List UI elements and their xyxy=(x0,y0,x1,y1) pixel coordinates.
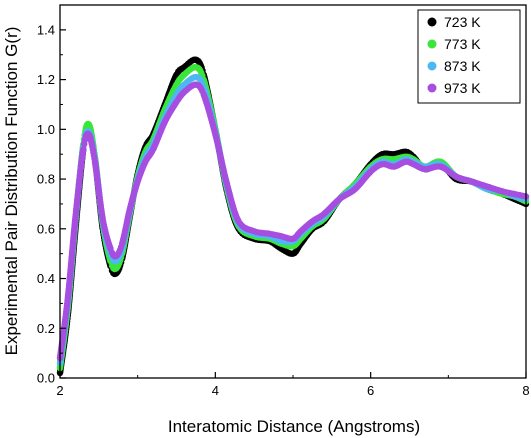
legend-marker-873k xyxy=(427,61,437,71)
legend-label-873k: 873 K xyxy=(444,58,481,74)
legend-item-973k: 973 K xyxy=(427,80,481,96)
legend-marker-973k xyxy=(427,83,437,93)
x-tick-label: 2 xyxy=(56,383,63,398)
y-tick-label: 0.0 xyxy=(37,371,55,386)
series-layer xyxy=(56,56,530,377)
y-tick-label: 0.8 xyxy=(37,172,55,187)
y-tick-label: 1.0 xyxy=(37,122,55,137)
legend-item-773k: 773 K xyxy=(427,36,481,52)
data-point xyxy=(80,146,87,153)
y-tick-label: 0.4 xyxy=(37,271,55,286)
y-tick-label: 0.6 xyxy=(37,221,55,236)
legend: 723 K 773 K 873 K 973 K xyxy=(417,9,521,104)
ticks-layer: 2 4 6 8 0.0 0.2 0.4 0.6 0.8 1.0 1.2 1.4 xyxy=(37,4,530,398)
legend-marker-773k xyxy=(427,39,437,49)
y-axis-title: Experimental Pair Distribution Function … xyxy=(2,27,21,356)
legend-label-773k: 773 K xyxy=(444,36,481,52)
series-973k xyxy=(56,81,530,362)
legend-item-723k: 723 K xyxy=(427,14,481,30)
legend-marker-723k xyxy=(427,17,437,27)
x-tick-label: 6 xyxy=(367,383,374,398)
legend-label-723k: 723 K xyxy=(444,14,481,30)
y-tick-label: 0.2 xyxy=(37,321,55,336)
legend-item-873k: 873 K xyxy=(427,58,481,74)
legend-label-973k: 973 K xyxy=(444,80,481,96)
y-tick-label: 1.2 xyxy=(37,72,55,87)
x-tick-label: 4 xyxy=(212,383,219,398)
x-tick-label: 8 xyxy=(522,383,529,398)
y-tick-label: 1.4 xyxy=(37,22,55,37)
x-axis-title: Interatomic Distance (Angstroms) xyxy=(168,417,420,436)
